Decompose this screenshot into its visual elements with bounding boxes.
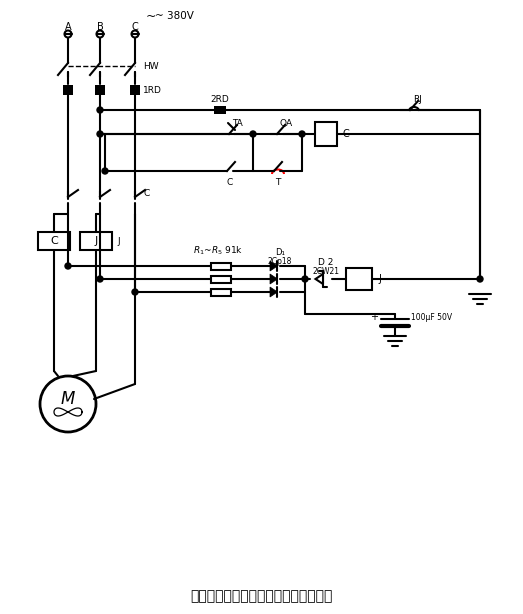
Circle shape <box>477 276 483 282</box>
Bar <box>211 276 232 282</box>
Circle shape <box>132 289 138 295</box>
Circle shape <box>97 107 103 113</box>
Circle shape <box>97 276 103 282</box>
Polygon shape <box>270 274 278 284</box>
Text: A: A <box>65 22 71 32</box>
Text: 三角形电动机零序电压继电器断相保护: 三角形电动机零序电压继电器断相保护 <box>190 589 332 603</box>
Text: B: B <box>97 22 104 32</box>
Text: J: J <box>117 236 120 246</box>
Bar <box>214 106 226 114</box>
Bar <box>95 85 105 95</box>
Text: ~ 380V: ~ 380V <box>155 11 194 21</box>
Text: QA: QA <box>279 119 292 128</box>
Polygon shape <box>270 287 278 297</box>
Text: C: C <box>144 188 150 198</box>
Text: +: + <box>370 312 378 322</box>
Bar <box>38 232 70 250</box>
Text: J: J <box>94 236 98 246</box>
Bar <box>63 85 73 95</box>
Text: HW: HW <box>143 61 158 71</box>
Circle shape <box>299 131 305 137</box>
Text: 1RD: 1RD <box>143 85 162 95</box>
Text: ~: ~ <box>146 9 156 23</box>
Text: D 2: D 2 <box>319 257 334 266</box>
Polygon shape <box>270 261 278 271</box>
Circle shape <box>302 276 308 282</box>
Text: M: M <box>61 390 75 408</box>
Text: C: C <box>343 129 350 139</box>
Text: 2RD: 2RD <box>211 95 230 104</box>
Circle shape <box>65 263 71 269</box>
Circle shape <box>97 131 103 137</box>
Bar <box>211 263 232 270</box>
Text: C: C <box>132 22 139 32</box>
Text: 2Cp18: 2Cp18 <box>268 257 292 265</box>
Bar <box>346 268 372 290</box>
Text: T: T <box>275 177 281 187</box>
Bar <box>130 85 140 95</box>
Text: $R_1$~$R_5$ 91k: $R_1$~$R_5$ 91k <box>193 245 243 257</box>
Bar <box>80 232 112 250</box>
Text: C: C <box>50 236 58 246</box>
Text: RJ: RJ <box>414 95 423 104</box>
Circle shape <box>250 131 256 137</box>
Text: 100μF 50V: 100μF 50V <box>411 313 452 322</box>
Bar <box>315 122 337 146</box>
Text: TA: TA <box>232 119 243 128</box>
Text: J: J <box>378 274 381 284</box>
Text: 2CW21: 2CW21 <box>313 266 339 276</box>
Bar <box>211 289 232 295</box>
Circle shape <box>102 168 108 174</box>
Text: D₁: D₁ <box>275 247 285 257</box>
Polygon shape <box>315 274 323 284</box>
Text: C: C <box>227 177 233 187</box>
